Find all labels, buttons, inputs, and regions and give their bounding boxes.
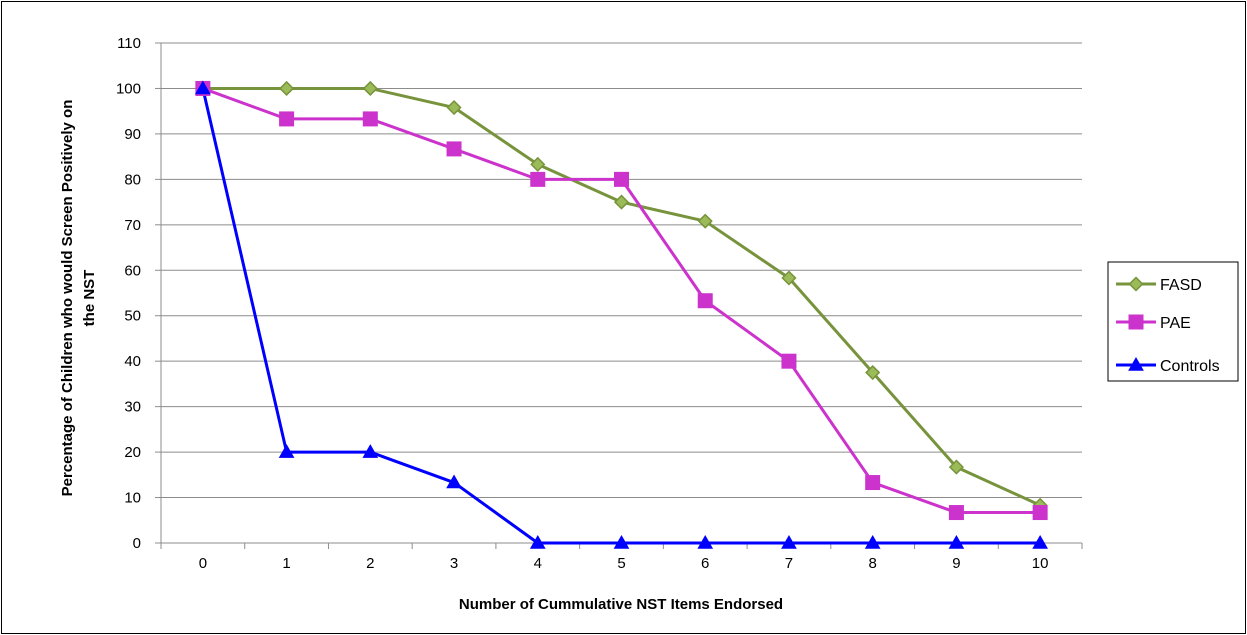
legend-entry-controls: Controls <box>1116 356 1220 375</box>
data-point-pae <box>279 111 295 127</box>
y-tick-label: 50 <box>124 308 141 325</box>
data-point-pae <box>446 141 462 157</box>
y-tick-label: 100 <box>116 80 141 97</box>
series-line-pae <box>202 87 1041 515</box>
x-axis-title: Number of Cummulative NST Items Endorsed <box>459 596 783 613</box>
y-axis-title: Percentage of Children who would Screen … <box>59 100 98 497</box>
data-point-fasd <box>697 213 713 229</box>
data-point-controls <box>446 474 462 489</box>
x-tick-label: 6 <box>701 555 709 572</box>
data-point-pae <box>614 171 629 187</box>
legend: FASD PAE Controls <box>1107 261 1239 382</box>
data-point-controls <box>697 534 714 549</box>
data-point-fasd <box>781 270 797 286</box>
legend-entry-pae: PAE <box>1116 314 1191 332</box>
y-tick-label: 70 <box>124 217 141 234</box>
data-point-fasd <box>948 459 964 475</box>
series-line-fasd <box>202 86 1041 507</box>
gridlines <box>161 42 1082 499</box>
data-point-pae <box>781 353 797 369</box>
y-axis-title-line-2: the NST <box>81 270 98 327</box>
y-tick-label: 90 <box>124 126 141 143</box>
y-tick-labels: 0 10 20 30 40 50 60 70 80 90 100 110 <box>116 35 141 552</box>
legend-marker-shape-pae <box>1128 314 1144 330</box>
data-point-fasd <box>279 80 295 97</box>
y-tick-label: 0 <box>133 535 141 552</box>
y-tick-label: 60 <box>124 262 141 279</box>
x-tick-label: 10 <box>1032 555 1049 572</box>
series-markers <box>195 80 1048 549</box>
x-tick-labels: 0 1 2 3 4 5 6 7 8 9 10 <box>199 555 1049 572</box>
data-point-fasd <box>446 99 462 116</box>
data-point-controls <box>781 534 797 549</box>
data-point-controls <box>362 444 379 458</box>
legend-marker-shape-controls <box>1128 356 1144 371</box>
data-point-pae <box>697 293 713 309</box>
data-point-pae <box>1032 505 1048 521</box>
data-point-fasd <box>865 364 881 381</box>
data-point-pae <box>865 475 881 491</box>
x-tick-label: 5 <box>617 555 625 572</box>
x-tick-label: 0 <box>199 555 207 572</box>
data-point-controls <box>529 534 546 549</box>
legend-marker-controls <box>1128 356 1144 371</box>
x-tick-label: 8 <box>869 555 877 572</box>
data-point-pae <box>362 111 378 127</box>
legend-marker-shape-fasd <box>1128 276 1144 292</box>
data-point-controls <box>864 534 881 549</box>
data-point-pae <box>948 505 964 521</box>
y-tick-label: 110 <box>117 35 141 52</box>
data-point-controls <box>948 534 965 549</box>
data-point-pae <box>530 171 546 187</box>
y-tick-label: 10 <box>124 490 141 507</box>
x-tick-label: 3 <box>450 555 458 572</box>
legend-marker-fasd <box>1128 276 1144 292</box>
legend-label-fasd: FASD <box>1160 277 1202 294</box>
legend-label-pae: PAE <box>1160 315 1191 332</box>
data-point-controls <box>1032 534 1048 549</box>
data-point-controls <box>613 534 630 549</box>
y-tick-label: 20 <box>124 444 141 461</box>
x-tick-label: 4 <box>534 555 542 572</box>
y-tick-label: 40 <box>124 353 141 370</box>
x-tick-label: 1 <box>282 555 290 572</box>
legend-label-controls: Controls <box>1160 358 1220 375</box>
data-point-controls <box>278 444 295 458</box>
data-point-fasd <box>530 156 546 172</box>
y-tick-label: 80 <box>124 171 141 188</box>
legend-entry-fasd: FASD <box>1116 276 1202 294</box>
data-point-fasd <box>613 194 630 210</box>
data-point-fasd <box>362 80 378 97</box>
data-point-controls <box>195 80 211 95</box>
legend-marker-pae <box>1128 314 1144 330</box>
y-tick-label: 30 <box>124 399 141 416</box>
y-axis-title-line-1: Percentage of Children who would Screen … <box>59 100 76 497</box>
x-tick-label: 2 <box>366 555 374 572</box>
x-tick-label: 9 <box>952 555 960 572</box>
x-tick-label: 7 <box>785 555 793 572</box>
